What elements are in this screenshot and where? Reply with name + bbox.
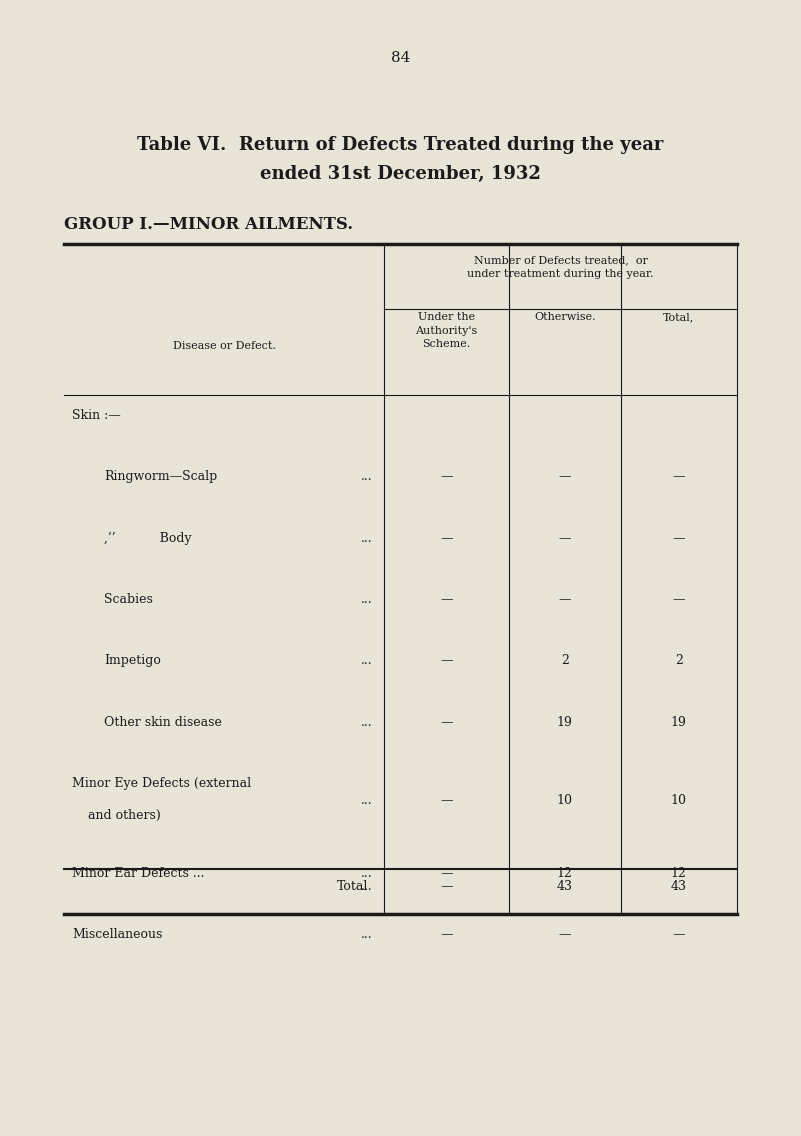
Text: —: — bbox=[558, 928, 571, 941]
Text: GROUP I.—MINOR AILMENTS.: GROUP I.—MINOR AILMENTS. bbox=[64, 216, 353, 233]
Text: Under the
Authority's
Scheme.: Under the Authority's Scheme. bbox=[416, 312, 477, 349]
Text: Total,: Total, bbox=[663, 312, 694, 323]
Text: Total: Total bbox=[336, 880, 368, 893]
Text: Ringworm—Scalp: Ringworm—Scalp bbox=[104, 470, 217, 483]
Text: —: — bbox=[673, 470, 685, 483]
Text: ...: ... bbox=[360, 716, 372, 728]
Text: Disease or Defect.: Disease or Defect. bbox=[173, 341, 276, 351]
Text: Miscellaneous: Miscellaneous bbox=[72, 928, 163, 941]
Text: —: — bbox=[441, 867, 453, 879]
Text: —: — bbox=[673, 593, 685, 605]
Text: Other skin disease: Other skin disease bbox=[104, 716, 222, 728]
Text: 10: 10 bbox=[557, 794, 573, 807]
Text: ,’’           Body: ,’’ Body bbox=[104, 532, 191, 544]
Text: —: — bbox=[673, 928, 685, 941]
Text: Minor Eye Defects (external: Minor Eye Defects (external bbox=[72, 777, 252, 790]
Text: 43: 43 bbox=[671, 880, 686, 893]
Text: —: — bbox=[558, 532, 571, 544]
Text: ...: ... bbox=[360, 654, 372, 667]
Text: —: — bbox=[558, 593, 571, 605]
Text: 43: 43 bbox=[557, 880, 573, 893]
Text: —: — bbox=[441, 532, 453, 544]
Text: —: — bbox=[441, 470, 453, 483]
Text: and others): and others) bbox=[88, 809, 161, 821]
Text: Impetigo: Impetigo bbox=[104, 654, 161, 667]
Text: —: — bbox=[441, 928, 453, 941]
Text: —: — bbox=[558, 470, 571, 483]
Text: ended 31st December, 1932: ended 31st December, 1932 bbox=[260, 165, 541, 183]
Text: —: — bbox=[441, 654, 453, 667]
Text: 12: 12 bbox=[671, 867, 686, 879]
Text: 12: 12 bbox=[557, 867, 573, 879]
Text: Minor Ear Defects ...: Minor Ear Defects ... bbox=[72, 867, 204, 879]
Text: 2: 2 bbox=[675, 654, 682, 667]
Text: ...: ... bbox=[360, 470, 372, 483]
Text: ...: ... bbox=[360, 880, 372, 893]
Text: ...: ... bbox=[360, 867, 372, 879]
Text: Otherwise.: Otherwise. bbox=[534, 312, 595, 323]
Text: —: — bbox=[441, 593, 453, 605]
Text: 19: 19 bbox=[557, 716, 573, 728]
Text: —: — bbox=[441, 716, 453, 728]
Text: ...: ... bbox=[360, 928, 372, 941]
Text: ...: ... bbox=[360, 794, 372, 807]
Text: —: — bbox=[673, 532, 685, 544]
Text: 19: 19 bbox=[671, 716, 686, 728]
Text: ...: ... bbox=[360, 532, 372, 544]
Text: Skin :—: Skin :— bbox=[72, 409, 121, 421]
Text: 2: 2 bbox=[561, 654, 569, 667]
Text: —: — bbox=[441, 880, 453, 893]
Text: 10: 10 bbox=[671, 794, 686, 807]
Text: —: — bbox=[441, 794, 453, 807]
Text: ...: ... bbox=[360, 593, 372, 605]
Text: Number of Defects treated,  or
under treatment during the year.: Number of Defects treated, or under trea… bbox=[468, 256, 654, 278]
Text: Table VI.  Return of Defects Treated during the year: Table VI. Return of Defects Treated duri… bbox=[137, 136, 664, 154]
Text: Scabies: Scabies bbox=[104, 593, 153, 605]
Text: 84: 84 bbox=[391, 51, 410, 65]
